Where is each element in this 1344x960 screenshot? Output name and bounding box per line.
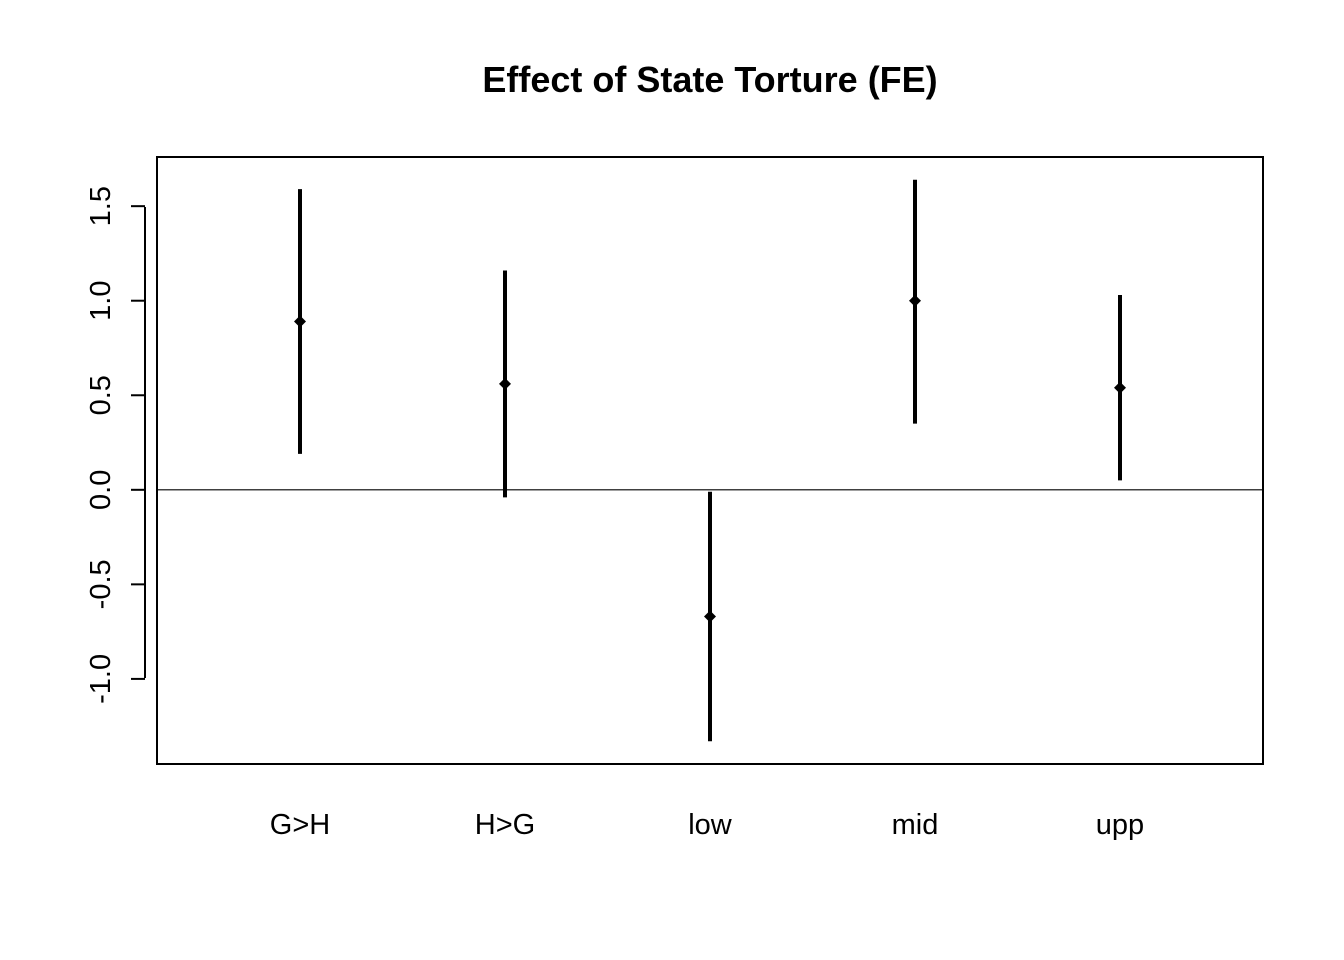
x-tick-label: mid — [892, 809, 939, 841]
plot-frame — [156, 156, 1264, 765]
x-tick-label: upp — [1096, 809, 1144, 841]
point-estimate — [294, 315, 306, 328]
series-marks — [294, 179, 1126, 742]
point-estimate — [704, 610, 716, 623]
point-estimate — [499, 377, 511, 390]
point-estimate — [1114, 381, 1126, 394]
x-tick-label: low — [688, 809, 733, 841]
y-tick-label: -0.5 — [85, 559, 117, 609]
y-tick-label: -1.0 — [85, 654, 117, 704]
y-axis: -1.0 -0.5 0.0 0.5 1.0 1.5 — [85, 186, 145, 704]
y-tick-label: 1.0 — [85, 281, 117, 321]
y-tick-label: 0.0 — [85, 470, 117, 510]
y-tick-label: 1.5 — [85, 186, 117, 226]
chart-title: Effect of State Torture (FE) — [482, 59, 937, 100]
x-tick-label: G>H — [270, 809, 330, 841]
y-tick-label: 0.5 — [85, 375, 117, 415]
x-tick-label: H>G — [475, 809, 535, 841]
x-axis: G>H H>G low mid upp — [270, 809, 1144, 841]
point-estimate — [909, 294, 921, 307]
